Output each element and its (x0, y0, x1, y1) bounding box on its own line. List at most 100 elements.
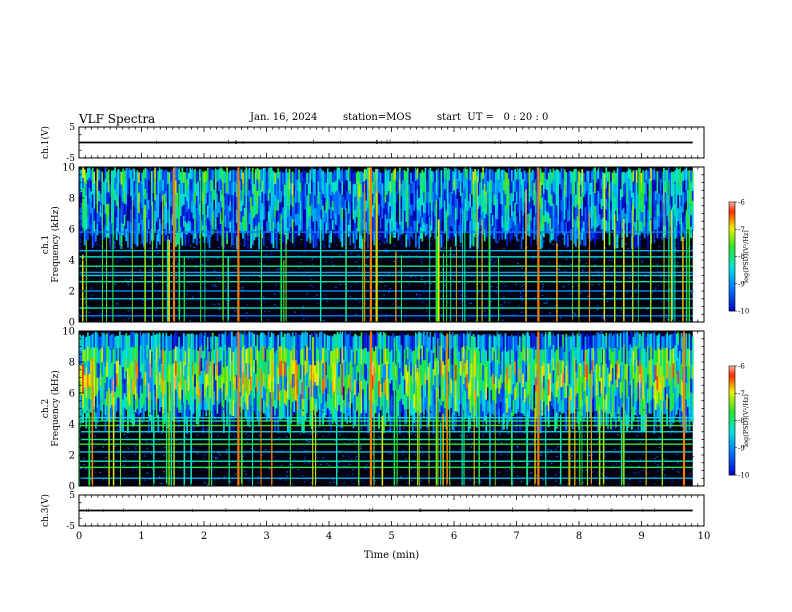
sferic-line (240, 409, 243, 486)
band-line (79, 315, 693, 317)
sferic-line (237, 167, 240, 322)
sferic-line (312, 337, 314, 486)
sferic-line (418, 338, 420, 486)
x-tick-label: 1 (138, 531, 144, 542)
sferic-line (319, 218, 322, 322)
x-tick-label: 8 (576, 531, 582, 542)
y-tick-label: 2 (69, 287, 75, 298)
sferic-line (85, 240, 87, 322)
sferic-line (614, 214, 616, 322)
colorbar-tick-label: -10 (738, 308, 749, 316)
sferic-line (537, 167, 540, 322)
sferic-line (153, 389, 155, 486)
sferic-line (449, 331, 451, 486)
sferic-line (437, 338, 439, 486)
voltage-panel-3: 5 -5 ch.3(V) (40, 491, 705, 532)
band-line (79, 256, 693, 258)
y-ticks-right (701, 166, 704, 323)
sferic-line (429, 216, 431, 322)
sferic-line (381, 415, 384, 486)
sferic-line (112, 216, 114, 322)
sferic-line (260, 368, 262, 486)
y-tick-label: 8 (69, 358, 75, 369)
sferic-line (579, 366, 581, 486)
sferic-line (362, 238, 364, 322)
y-axis-label: Frequency (kHz) (50, 370, 61, 447)
band-line (79, 420, 693, 422)
colorbar-label: log(PSD)(V²/Hz) (742, 230, 750, 283)
sferic-line (511, 416, 513, 486)
sferic-line (437, 220, 440, 322)
sferic-line (178, 183, 181, 322)
band-line (79, 477, 693, 479)
colorbar-tick-label: -9 (738, 444, 745, 452)
sferic-line (183, 383, 186, 486)
y-axis-channel-label: ch.1 (41, 235, 51, 254)
y-tick-label: 8 (69, 194, 75, 205)
sferic-line (358, 392, 360, 486)
y-tick-label: 0 (69, 318, 75, 329)
sferic-line (668, 180, 670, 322)
sferic-line (112, 397, 115, 486)
sferic-line (377, 190, 378, 322)
sferic-line (271, 391, 273, 486)
sferic-line (682, 331, 686, 486)
sferic-line (210, 350, 213, 486)
band-line (79, 466, 693, 469)
sferic-line (650, 219, 652, 322)
sferic-line (461, 352, 463, 486)
sferic-line (345, 208, 347, 322)
sferic-line (623, 218, 625, 322)
sferic-line (91, 357, 94, 486)
y-tick-label: 4 (69, 420, 75, 431)
sferic-line (525, 189, 527, 322)
sferic-line (572, 211, 574, 322)
sferic-line (537, 331, 540, 486)
sferic-line (283, 259, 285, 322)
sferic-line (603, 174, 606, 322)
x-ticks (78, 495, 705, 526)
colorbar-tick-label: -9 (738, 280, 745, 288)
sferic-line (574, 358, 576, 486)
sferic-line (559, 414, 562, 486)
sferic-line (581, 372, 583, 486)
sferic-line (315, 404, 317, 486)
sferic-line (204, 210, 206, 322)
y-tick-label: 4 (69, 256, 75, 267)
sferic-line (373, 413, 375, 486)
colorbar-tick-label: -10 (738, 472, 749, 480)
colorbar-tick-label: -7 (738, 390, 745, 398)
sferic-line (590, 370, 592, 486)
band-line (79, 298, 693, 300)
sferic-line (556, 243, 558, 322)
voltage-panel-0: 5 -5 ch.1(V) (40, 123, 705, 164)
y-tick-label: 5 (69, 491, 75, 501)
y-tick-label: 0 (69, 482, 75, 493)
colorbar-tick-label: -6 (738, 363, 745, 371)
sferic-line (578, 169, 580, 322)
sferic-line (208, 351, 210, 486)
colorbar-tick-label: -7 (738, 226, 745, 234)
sferic-line (101, 191, 104, 322)
x-ticks (78, 167, 705, 322)
spectrogram-image (79, 167, 704, 322)
sferic-line (144, 204, 146, 322)
colorbar-label: log(PSD)(V²/Hz) (742, 394, 750, 447)
sferic-line (671, 207, 674, 322)
x-tick-label: 3 (263, 531, 269, 542)
sferic-line (645, 413, 647, 486)
sferic-line (442, 253, 444, 322)
sferic-line (637, 167, 639, 322)
sferic-line (682, 236, 684, 322)
sferic-line (494, 389, 496, 486)
sferic-line (400, 255, 403, 322)
band-line (79, 271, 693, 274)
sferic-line (602, 349, 605, 486)
band-line (79, 451, 693, 453)
y-tick-label: 10 (62, 163, 75, 174)
sferic-line (173, 389, 175, 486)
band-line (79, 431, 693, 433)
sferic-line (632, 205, 634, 322)
sferic-line (450, 246, 452, 322)
band-line (79, 281, 693, 283)
